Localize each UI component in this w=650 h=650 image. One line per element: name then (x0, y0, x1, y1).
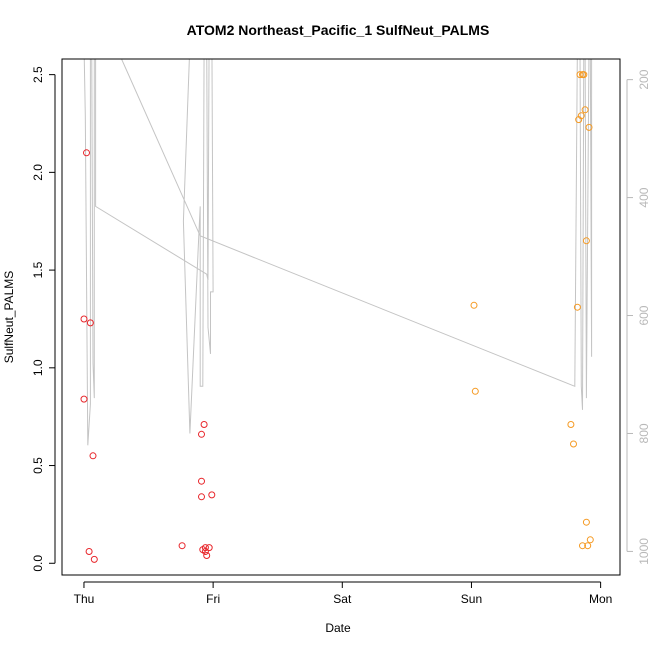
y2-tick-label: 200 (637, 69, 650, 89)
x-tick-label: Sat (333, 592, 352, 606)
data-point (198, 430, 205, 438)
y2-tick-label: 1000 (637, 538, 650, 565)
chart-title: ATOM2 Northeast_Pacific_1 SulfNeut_PALMS (187, 22, 490, 38)
data-point (205, 544, 213, 552)
data-point (201, 544, 209, 552)
data-point (573, 303, 581, 311)
data-points (80, 71, 594, 563)
data-point (586, 536, 594, 544)
data-point (90, 555, 98, 563)
data-point (585, 123, 593, 131)
data-point (576, 71, 584, 79)
data-point (570, 440, 577, 448)
altitude-trace (83, 59, 593, 446)
data-point (80, 395, 88, 403)
data-point (86, 319, 94, 327)
x-tick-label: Fri (206, 592, 220, 606)
plot-frame (61, 58, 621, 576)
y2-tick-label: 600 (637, 305, 650, 325)
data-point (203, 552, 211, 559)
x-tick-label: Mon (589, 592, 612, 606)
data-point (208, 491, 216, 499)
data-point (85, 548, 93, 555)
y-tick-label: 2.5 (31, 66, 45, 83)
data-point (582, 237, 590, 245)
data-point (567, 421, 575, 428)
x-tick-label: Thu (74, 592, 95, 606)
data-point (471, 387, 479, 395)
x-tick-label: Sun (461, 592, 482, 606)
y-tick-label: 1.5 (31, 261, 45, 278)
data-point (580, 71, 588, 79)
y2-tick-label: 800 (637, 423, 650, 443)
y-tick-label: 0.5 (31, 457, 45, 474)
data-point (584, 542, 592, 550)
data-point (581, 106, 589, 114)
y-tick-label: 1.0 (31, 359, 45, 376)
data-point (579, 542, 586, 550)
data-point (89, 452, 97, 460)
data-point (582, 518, 590, 526)
y-tick-label: 2.0 (31, 164, 45, 181)
y-axis-label: SulfNeut_PALMS (2, 271, 16, 364)
x-axis-label: Date (325, 621, 351, 635)
data-point (200, 421, 208, 428)
data-point (470, 301, 478, 309)
data-point (80, 315, 88, 323)
data-point (83, 149, 90, 157)
data-point (178, 542, 186, 550)
altitude-line (83, 59, 593, 446)
y-tick-label: 0.0 (31, 555, 45, 572)
data-point (198, 477, 205, 485)
data-point (198, 493, 205, 501)
axes: Thu Fri Sat Sun Mon 0.0 0.5 1.0 1.5 2.0 2.5 200 400 6… (31, 66, 650, 606)
data-point (201, 548, 209, 555)
y2-tick-label: 400 (637, 187, 650, 207)
data-point (577, 112, 585, 120)
